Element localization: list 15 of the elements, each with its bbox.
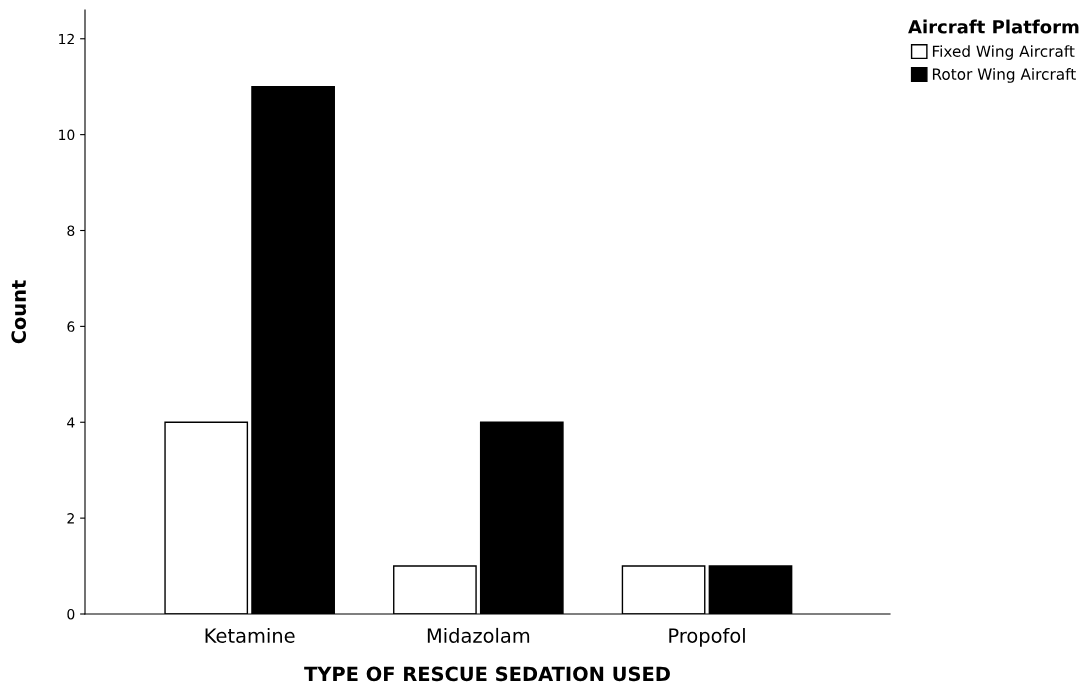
x-tick-label: Propofol [669, 627, 745, 647]
y-tick-label: 8 [67, 225, 75, 236]
x-tick-label: Ketamine [205, 627, 295, 643]
y-tick-label: 12 [59, 33, 74, 45]
y-tick-label: 2 [67, 513, 74, 524]
legend-title: Aircraft Platform [908, 19, 1079, 34]
y-tick-label: 6 [67, 321, 75, 332]
y-tick-label: 0 [67, 608, 75, 620]
legend-label: Fixed Wing Aircraft [932, 45, 1075, 60]
y-tick-label: 10 [59, 129, 75, 141]
y-axis-title: Count [11, 280, 27, 344]
legend-label: Rotor Wing Aircraft [932, 68, 1076, 83]
x-tick-label: Midazolam [427, 627, 530, 643]
x-axis-title: TYPE OF RESCUE SEDATION USED [304, 666, 670, 682]
y-tick-label: 4 [67, 417, 75, 428]
